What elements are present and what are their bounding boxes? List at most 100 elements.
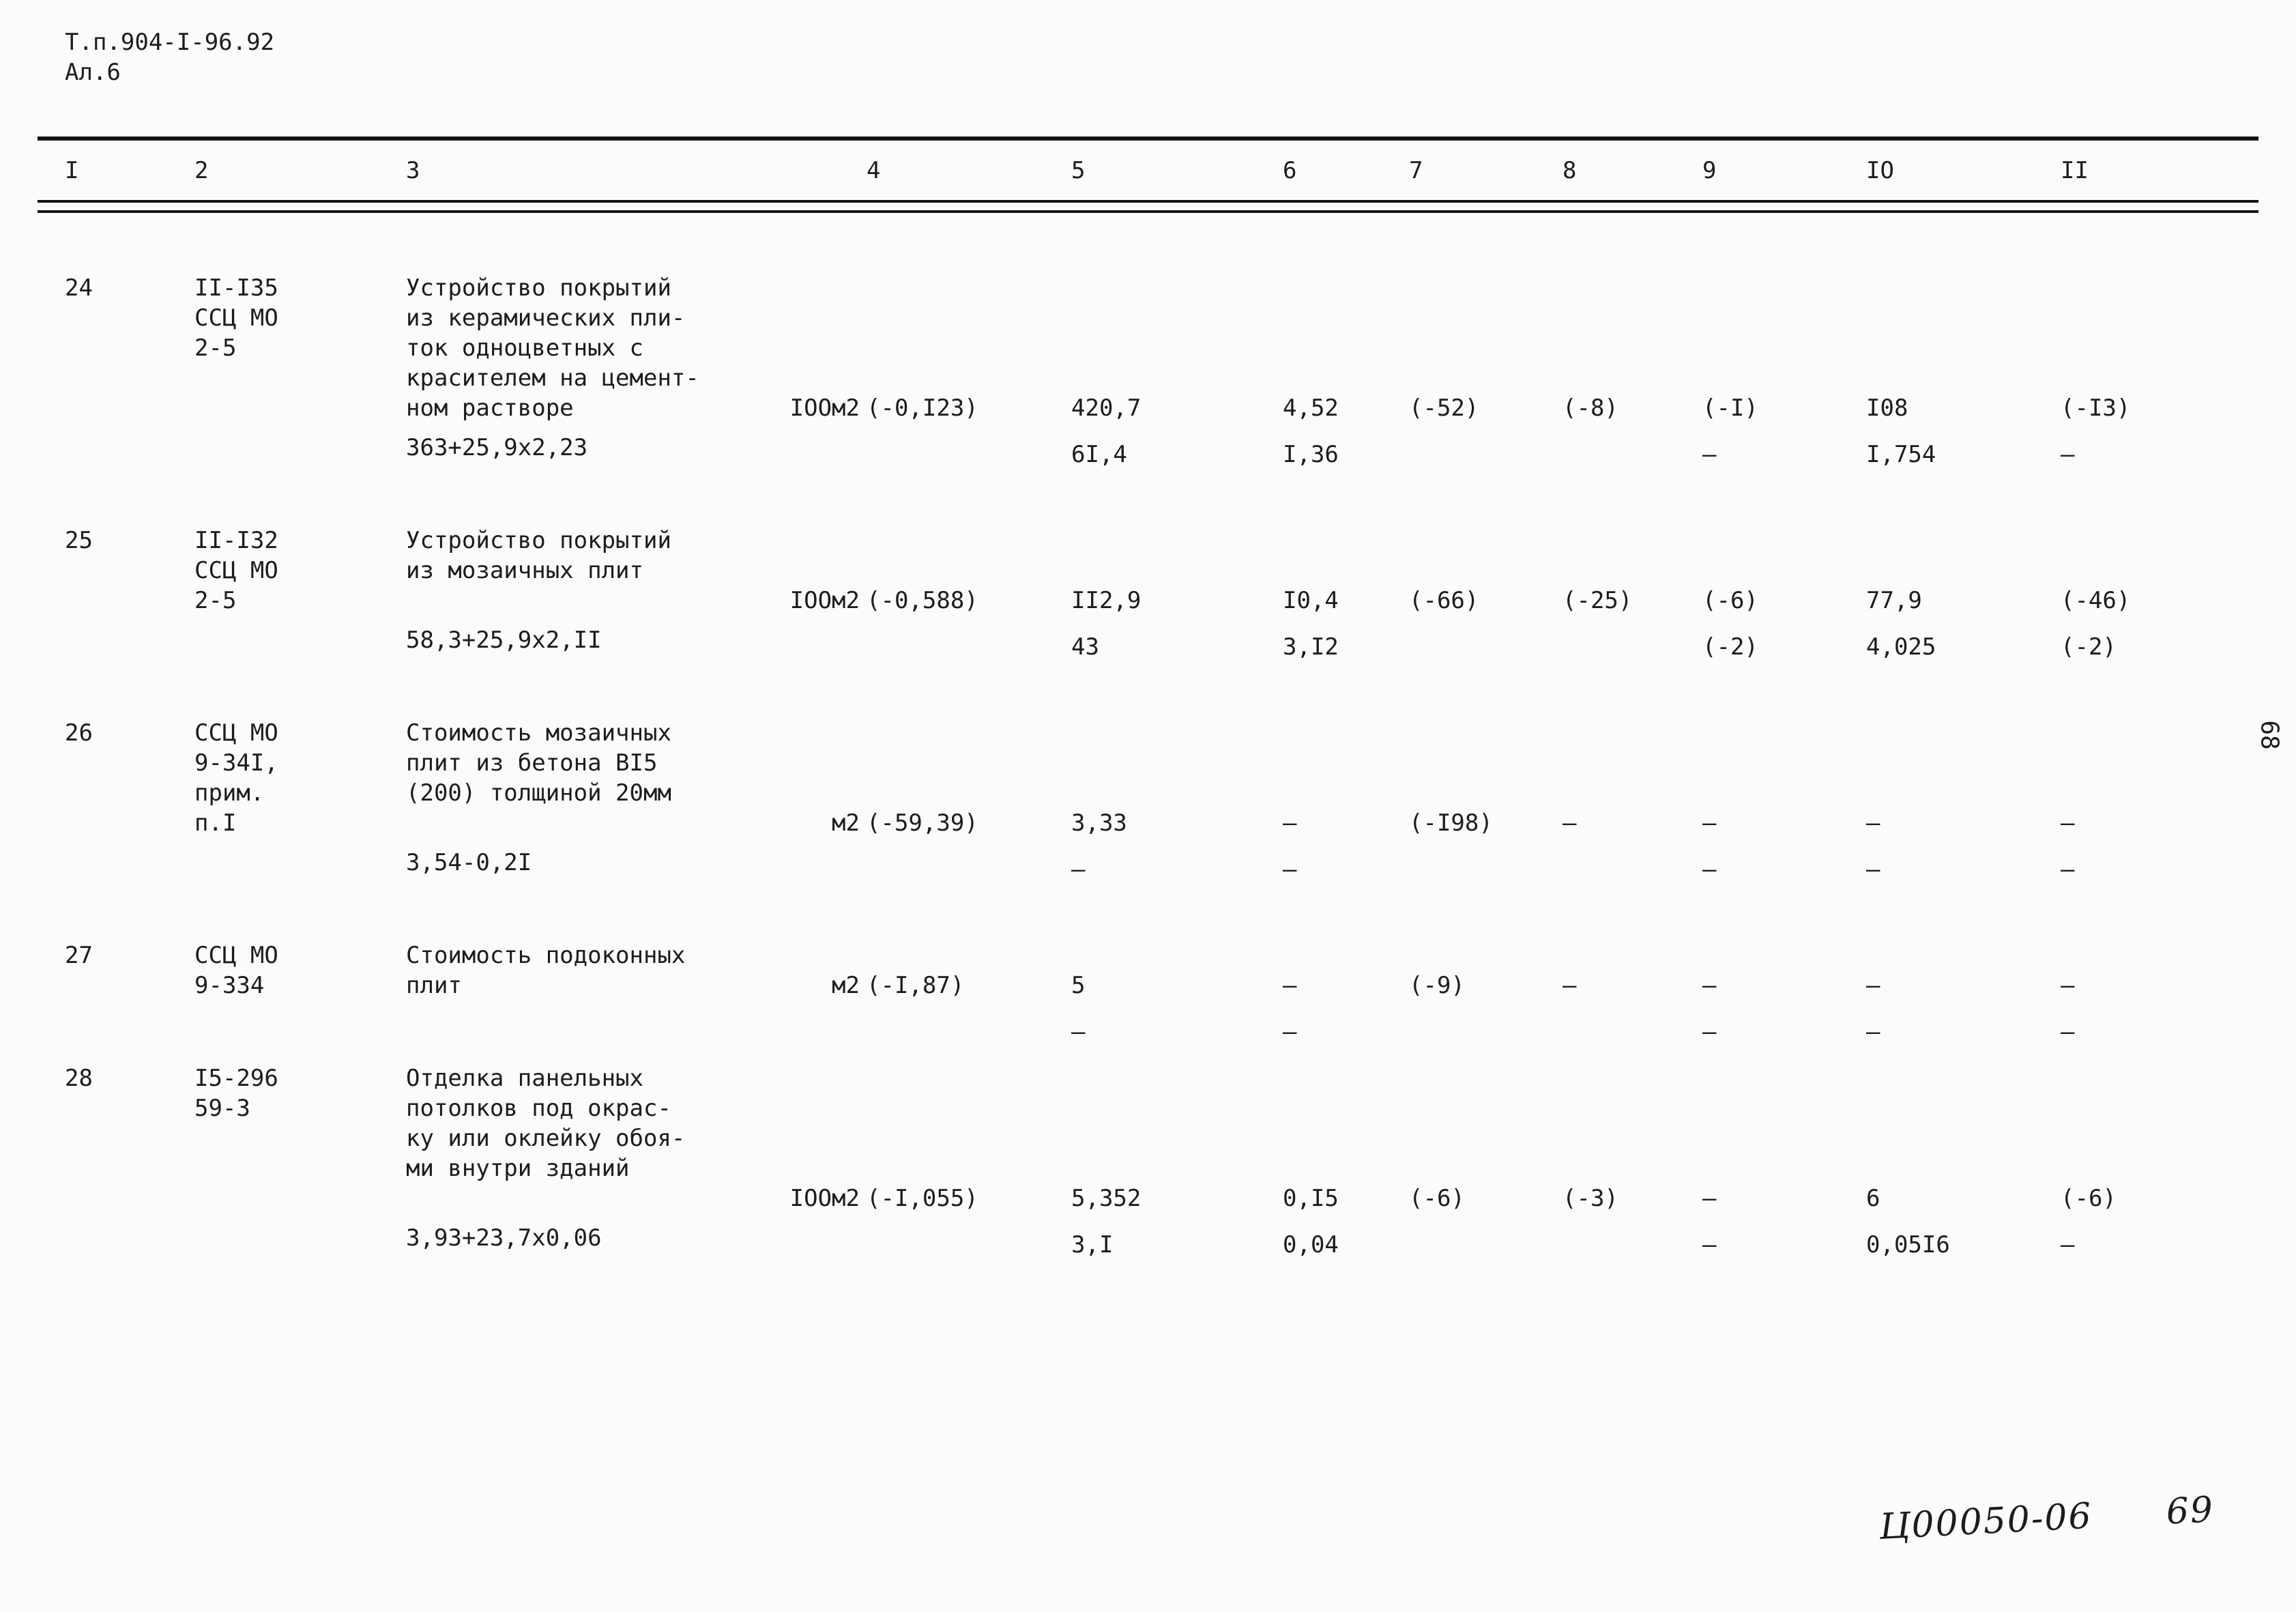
- data-cell-c10: 6 0,05I6: [1866, 1183, 1950, 1260]
- unit-label: м2: [832, 809, 860, 837]
- row-code-line: I5-296: [194, 1065, 278, 1092]
- column-header: 3: [406, 157, 420, 184]
- description-unit-line: плит м2: [406, 970, 860, 1001]
- row-code: II-I32 ССЦ МО 2-5: [194, 526, 278, 616]
- row-formula: 363+25,9х2,23: [406, 434, 588, 461]
- unit-label: IООм2: [789, 394, 860, 422]
- row-code-line: 9-334: [194, 972, 265, 999]
- description-line: из керамических пли-: [406, 304, 686, 332]
- column-header: IО: [1866, 157, 1894, 184]
- row-code-line: 2-5: [194, 587, 237, 614]
- data-value-line2: –: [2061, 1231, 2075, 1258]
- row-description: Отделка панельных потолков под окрас-ку и…: [406, 1063, 860, 1253]
- data-value-line1: (-9): [1409, 972, 1465, 999]
- data-value-line1: I08: [1866, 394, 1908, 422]
- row-code-line: прим.: [194, 779, 265, 807]
- description-line: (200) толщиной 20мм: [406, 779, 671, 807]
- row-code-line: 9-34I,: [194, 749, 278, 777]
- description-line: ток одноцветных с: [406, 334, 643, 362]
- data-cell-c4: (-59,39): [867, 808, 978, 838]
- data-cell-c7: (-9): [1409, 970, 1465, 1001]
- data-cell-c11: (-6) –: [2061, 1183, 2117, 1260]
- data-value-line1: (-66): [1409, 587, 1479, 614]
- table-body: 24 II-I35 ССЦ МО 2-5 Устройство покрытий из к…: [0, 273, 2296, 1316]
- data-cell-c11: (-I3) –: [2061, 393, 2130, 470]
- data-value-line2: –: [1866, 856, 1880, 883]
- data-cell-c5: 5–: [1071, 970, 1085, 1047]
- data-cell-c9: (-I) –: [1702, 393, 1758, 470]
- data-value-line2: –: [2061, 441, 2075, 468]
- data-value-line1: 5: [1071, 972, 1086, 999]
- unit-label: IООм2: [789, 1185, 860, 1212]
- handwritten-code: Ц00050-06: [1878, 1495, 2093, 1548]
- data-value-line1: –: [1866, 972, 1880, 999]
- column-header: 5: [1071, 157, 1086, 184]
- data-cell-c8: (-3): [1563, 1183, 1618, 1213]
- data-value-line2: 3,I2: [1283, 633, 1339, 661]
- unit-label: IООм2: [789, 587, 860, 614]
- data-value-line1: (-52): [1409, 394, 1479, 422]
- description-line: плит: [406, 972, 462, 999]
- row-number: 25: [65, 527, 93, 554]
- top-rule: [38, 136, 2258, 141]
- description-unit-line: ном растворе IООм2: [406, 393, 860, 423]
- sheet-code: Ал.6: [65, 59, 121, 86]
- column-header: 6: [1283, 157, 1297, 184]
- data-value-line1: (-6): [2061, 1185, 2117, 1212]
- header-rule-1: [38, 200, 2258, 203]
- table-row: 24 II-I35 ССЦ МО 2-5 Устройство покрытий из к…: [0, 273, 2296, 468]
- data-cell-c8: –: [1563, 808, 1576, 838]
- data-cell-c9: – –: [1702, 970, 1716, 1047]
- data-cell-c6: 0,I5 0,04: [1283, 1183, 1339, 1260]
- description-line: ном растворе: [406, 394, 574, 422]
- document-code: Т.п.904-I-96.92: [65, 29, 275, 56]
- data-cell-c4: (-0,I23): [867, 393, 978, 423]
- column-header: I: [65, 157, 79, 184]
- description-line: Стоимость подоконных: [406, 942, 686, 969]
- data-value-line1: (-6): [1409, 1185, 1465, 1212]
- data-value-line2: –: [1071, 1018, 1086, 1046]
- data-cell-c6: – –: [1283, 808, 1296, 884]
- data-value-line1: –: [2061, 809, 2075, 837]
- row-code-line: 59-3: [194, 1095, 250, 1122]
- description-line: Отделка панельных: [406, 1065, 643, 1092]
- data-value-line2: –: [1866, 1018, 1880, 1046]
- data-value-line1: II2,9: [1071, 587, 1142, 614]
- column-header: 8: [1563, 157, 1577, 184]
- data-value-line2: –: [2061, 856, 2075, 883]
- row-code-line: ССЦ МО: [194, 719, 278, 747]
- column-header: 2: [194, 157, 209, 184]
- data-value-line1: –: [1702, 972, 1717, 999]
- description-line: Устройство покрытий: [406, 527, 671, 554]
- table-row: 26 ССЦ МО 9-34I, прим. п.I Стоимость мозаичны…: [0, 718, 2296, 883]
- data-value-line1: –: [1866, 809, 1880, 837]
- data-value-line1: 77,9: [1866, 587, 1922, 614]
- data-value-line1: (-I): [1702, 394, 1758, 422]
- data-value-line1: 6: [1866, 1185, 1880, 1212]
- data-value-line2: I,754: [1866, 441, 1936, 468]
- data-cell-c7: (-52): [1409, 393, 1479, 423]
- data-value-line1: –: [1563, 809, 1577, 837]
- data-value-line1: (-I3): [2061, 394, 2131, 422]
- data-cell-c4: (-I,055): [867, 1183, 978, 1213]
- data-cell-c9: – –: [1702, 1183, 1716, 1260]
- data-value-line1: I0,4: [1283, 587, 1339, 614]
- row-description: Стоимость мозаичных плит из бетона ВI5 (20…: [406, 718, 860, 878]
- data-value-line1: –: [1563, 972, 1577, 999]
- data-value-line2: 43: [1071, 633, 1099, 661]
- unit-label: м2: [832, 972, 860, 999]
- data-cell-c11: (-46) (-2): [2061, 586, 2130, 662]
- data-cell-c7: (-66): [1409, 586, 1479, 616]
- data-value-line1: (-I,055): [867, 1185, 978, 1212]
- table-row: 27 ССЦ МО 9-334 Стоимость подоконных плит м2 (…: [0, 940, 2296, 1046]
- data-cell-c6: – –: [1283, 970, 1296, 1047]
- data-cell-c8: –: [1563, 970, 1576, 1001]
- data-value-line1: 5,352: [1071, 1185, 1142, 1212]
- column-header: 9: [1702, 157, 1717, 184]
- data-value-line1: (-59,39): [867, 809, 978, 837]
- data-cell-c5: 3,33 –: [1071, 808, 1127, 884]
- data-value-line2: (-2): [1702, 633, 1758, 661]
- data-value-line2: –: [1283, 856, 1297, 883]
- data-value-line1: (-8): [1563, 394, 1618, 422]
